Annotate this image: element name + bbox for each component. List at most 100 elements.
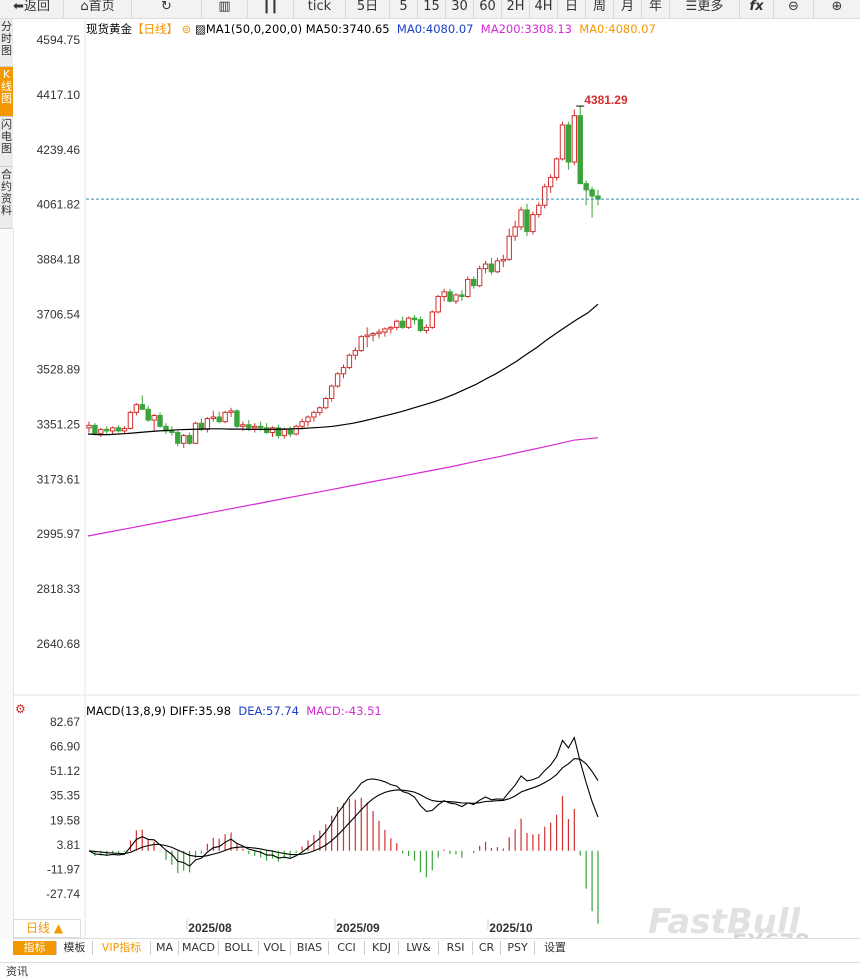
period-60[interactable]: 60 [474,0,502,18]
tab-bias[interactable]: BIAS [291,941,329,955]
settings-icon[interactable]: ⊜ [181,22,192,36]
price-tick-label: 3706.54 [37,308,81,322]
candle-body [465,278,471,297]
candle-body [382,328,388,333]
candle-body [169,430,175,433]
high-label: 4381.29 [584,93,628,107]
period-year[interactable]: 年 [642,0,670,18]
tab-cci[interactable]: CCI [329,941,365,955]
period-tab[interactable]: 日线 ▲ [13,919,81,938]
candle-body [589,189,595,197]
tab-kdj[interactable]: KDJ [365,941,399,955]
tab-flash[interactable]: 闪电图 [0,117,13,167]
zoom-out-button[interactable]: ⊖ [774,0,814,18]
candle-body [192,422,199,444]
candle-body [275,427,282,437]
tab-cr[interactable]: CR [473,941,501,955]
candle-body [346,354,353,369]
home-icon: ⌂ [80,0,89,14]
candle-body [441,291,447,297]
candle-body [180,435,187,444]
period-label: 【日线】 [132,22,178,36]
tab-vip[interactable]: VIP指标 [93,941,151,955]
period-15[interactable]: 15 [418,0,446,18]
period-30[interactable]: 30 [446,0,474,18]
tab-kline[interactable]: K线图 [0,67,13,117]
period-5[interactable]: 5 [390,0,418,18]
period-month[interactable]: 月 [614,0,642,18]
ma-group-label: MA1(50,0,200,0) [205,22,303,36]
candle-body [92,424,98,434]
candle-button[interactable]: ┃┃ [248,0,294,18]
candle-body [98,428,104,434]
period-2h[interactable]: 2H [502,0,530,18]
candle-body [376,331,382,335]
candle-body [530,214,536,233]
candle-body [447,291,453,302]
period-day[interactable]: 日 [558,0,586,18]
candle-body [405,317,412,328]
zoom-out-icon: ⊖ [788,0,799,14]
candle-body [583,183,589,191]
period-4h[interactable]: 4H [530,0,558,18]
candle-body [429,311,435,328]
tab-boll[interactable]: BOLL [219,941,259,955]
macd-settings-icon[interactable]: ⚙ [15,702,26,716]
tab-indicators[interactable]: 指标 [13,941,57,955]
price-tick-label: 2640.68 [37,637,81,651]
tab-macd[interactable]: MACD [179,941,219,955]
price-tick-label: 4417.10 [37,88,81,102]
tick-button[interactable]: tick [294,0,346,18]
tab-template[interactable]: 模板 [57,941,93,955]
grid [13,20,860,938]
candle-body [577,115,583,185]
symbol-name: 现货黄金 [86,22,132,36]
candle-body [210,416,216,420]
price-tick-label: 3884.18 [37,253,81,267]
macd-tick-label: 82.67 [50,715,80,729]
refresh-button[interactable]: ↻ [132,0,202,18]
zoom-in-button[interactable]: ⊕ [814,0,860,18]
candle-body [571,115,578,163]
candle-body [565,124,572,163]
macd-legend: MACD(13,8,9) DIFF:35.98 DEA:57.74 MACD:-… [86,704,382,718]
tab-rsi[interactable]: RSI [439,941,473,955]
period-week[interactable]: 周 [586,0,614,18]
news-bar[interactable]: 资讯 [0,962,860,979]
candle-body [139,404,145,410]
candle-body [104,428,110,432]
candle-body [536,204,542,216]
macd-tick-label: 3.81 [57,838,81,852]
tab-lw[interactable]: LW& [399,941,439,955]
macd-tick-label: -27.74 [46,887,80,901]
candle-body [364,334,370,338]
ma-icon: ▨ [194,22,206,36]
more-button[interactable]: ☰更多 [670,0,740,18]
candle-body [518,209,524,228]
tab-contract-info[interactable]: 合约资料 [0,167,13,229]
tab-ma[interactable]: MA [151,941,179,955]
chart-bar-button[interactable]: ▥ [202,0,248,18]
price-y-axis: 4594.75 4417.10 4239.46 4061.82 3884.18 3706.… [37,33,81,651]
tab-settings[interactable]: 设置 [544,941,566,954]
chart-canvas[interactable]: 4594.75 4417.10 4239.46 4061.82 3884.18 3706.… [0,0,860,940]
candle-body [340,367,347,375]
back-button[interactable]: ⬅返回 [0,0,64,18]
candle-body [524,209,530,233]
top-toolbar: ⬅返回 ⌂首页 ↻ ▥ ┃┃ tick 5日 5 15 30 60 2H 4H … [0,0,860,19]
tab-timeshare[interactable]: 分时图 [0,19,13,67]
home-button[interactable]: ⌂首页 [64,0,132,18]
candle-body [234,410,240,427]
tab-psy[interactable]: PSY [501,941,535,955]
formula-button[interactable]: fx [740,0,774,18]
candle-body [127,411,134,429]
candle-body [263,427,270,433]
watermark: FastBull [648,902,801,942]
ma200-value: MA200:3308.13 [480,22,572,36]
tab-vol[interactable]: VOL [259,941,291,955]
candle-body [358,336,364,352]
period-5day[interactable]: 5日 [346,0,390,18]
x-tick-label: 2025/08 [188,921,232,935]
candle-body [204,418,211,430]
macd-y-axis: 82.67 66.90 51.12 35.35 19.58 3.81 -11.97 -27.7… [46,715,80,901]
